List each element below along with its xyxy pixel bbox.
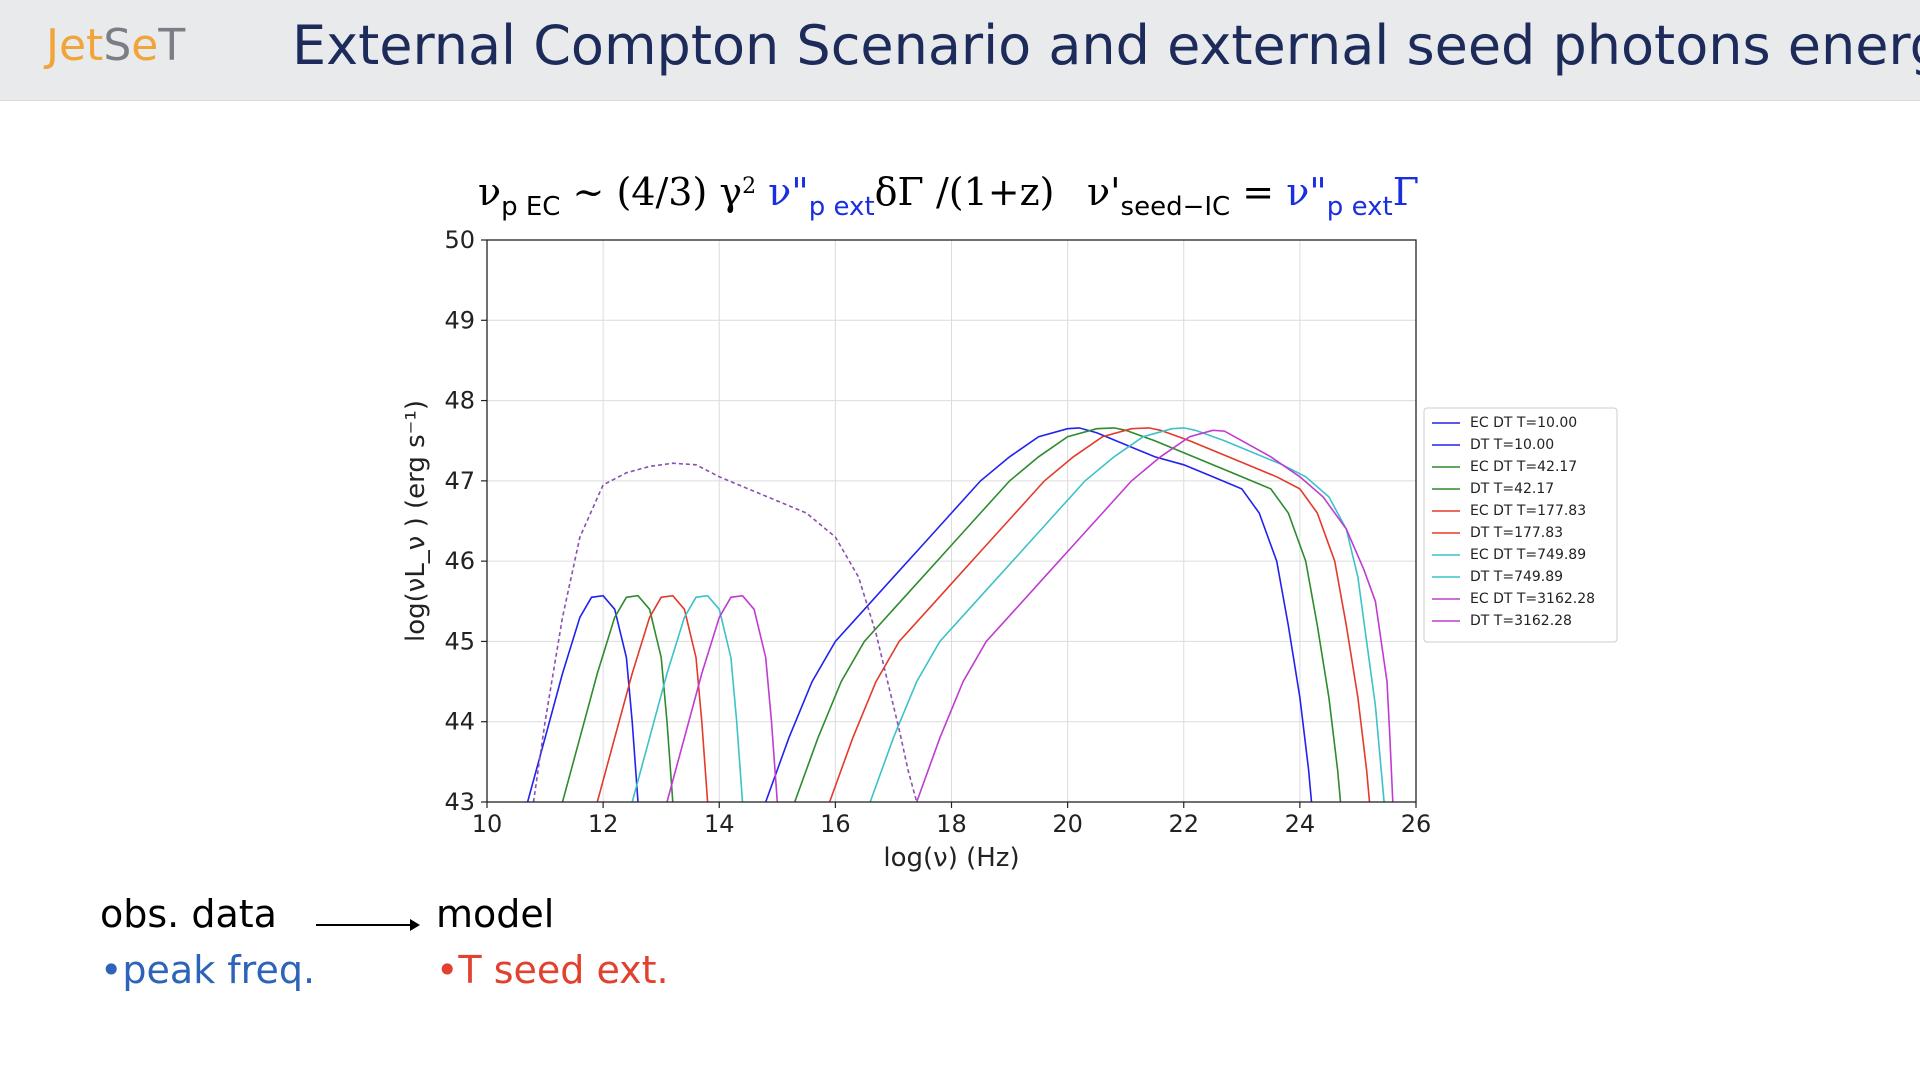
y-tick-label: 50 [444, 226, 475, 254]
peak-freq-label: •peak freq. [100, 948, 316, 992]
jetset-logo: JetSeT [46, 20, 185, 71]
f1-nu: ν [478, 170, 502, 214]
x-tick-label: 10 [472, 810, 503, 838]
x-tick-label: 20 [1052, 810, 1083, 838]
formula-nu-peak-ec: νp EC ~ (4/3) γ2 ν"p extδΓ /(1+z) [478, 170, 1054, 222]
legend-entry: EC DT T=42.17 [1470, 459, 1577, 475]
series-line-8 [631, 594, 744, 802]
x-tick-label: 16 [820, 810, 851, 838]
legend-entry: DT T=749.89 [1470, 569, 1563, 585]
series-line-2 [526, 594, 639, 802]
slide-title: External Compton Scenario and external s… [292, 14, 1920, 77]
logo-part-4: T [158, 20, 186, 71]
x-tick-label: 24 [1285, 810, 1316, 838]
legend-box [1423, 407, 1618, 643]
y-tick-label: 47 [444, 467, 475, 495]
series-line-7 [869, 427, 1385, 802]
t-seed-ext-label: •T seed ext. [436, 948, 669, 992]
f1-blue-sub: p ext [808, 192, 875, 222]
x-tick-label: 14 [704, 810, 735, 838]
y-tick-label: 43 [444, 788, 475, 816]
series-line-10 [666, 594, 779, 802]
f2-end: Γ [1392, 170, 1420, 214]
logo-part-3: e [131, 20, 159, 71]
series-line-4 [561, 594, 674, 802]
f2-sub: seed−IC [1120, 192, 1231, 222]
logo-part-2: S [103, 20, 132, 71]
series-line-11 [532, 462, 918, 802]
x-tick-label: 18 [936, 810, 967, 838]
legend-entry: DT T=10.00 [1470, 437, 1554, 453]
obs-data-label: obs. data [100, 892, 277, 936]
y-tick-label: 44 [444, 708, 475, 736]
y-tick-label: 49 [444, 306, 475, 334]
model-label: model [436, 892, 555, 936]
series-line-5 [828, 427, 1371, 802]
series-line-6 [596, 594, 709, 802]
x-tick-label: 22 [1168, 810, 1199, 838]
legend-entry: DT T=3162.28 [1470, 613, 1572, 629]
y-tick-label: 46 [444, 547, 475, 575]
series-line-3 [793, 427, 1342, 802]
f1-mid: ~ (4/3) γ [560, 170, 743, 214]
y-tick-label: 48 [444, 387, 475, 415]
legend-entry: EC DT T=177.83 [1470, 503, 1586, 519]
legend-entry: EC DT T=10.00 [1470, 415, 1577, 431]
f1-sub: p EC [501, 192, 561, 222]
f1-sup: 2 [742, 174, 757, 199]
f2-blue: ν" [1286, 170, 1327, 214]
f2-nu: ν' [1087, 170, 1121, 214]
f2-blue-sub: p ext [1326, 192, 1393, 222]
series-line-1 [764, 427, 1313, 802]
f2-eq: = [1230, 170, 1287, 214]
x-tick-label: 12 [588, 810, 619, 838]
header-bar: JetSeT External Compton Scenario and ext… [0, 0, 1920, 101]
legend-entry: EC DT T=749.89 [1470, 547, 1586, 563]
series-line-9 [915, 429, 1394, 802]
y-axis-label: log(νL_ν ) (erg s⁻¹) [401, 400, 431, 642]
legend-entry: DT T=42.17 [1470, 481, 1554, 497]
f1-end: δΓ /(1+z) [874, 170, 1055, 214]
logo-part-1: Jet [46, 20, 104, 71]
legend-entry: EC DT T=3162.28 [1470, 591, 1595, 607]
arrow-line [316, 924, 416, 926]
y-tick-label: 45 [444, 627, 475, 655]
f1-blue: ν" [756, 170, 809, 214]
x-axis-label: log(ν) (Hz) [883, 843, 1019, 873]
plot-frame [486, 239, 1417, 803]
arrow-right-icon [410, 919, 420, 931]
formula-nu-seed-ic: ν'seed−IC = ν"p extΓ [1087, 170, 1419, 222]
x-tick-label: 26 [1401, 810, 1432, 838]
legend-entry: DT T=177.83 [1470, 525, 1563, 541]
